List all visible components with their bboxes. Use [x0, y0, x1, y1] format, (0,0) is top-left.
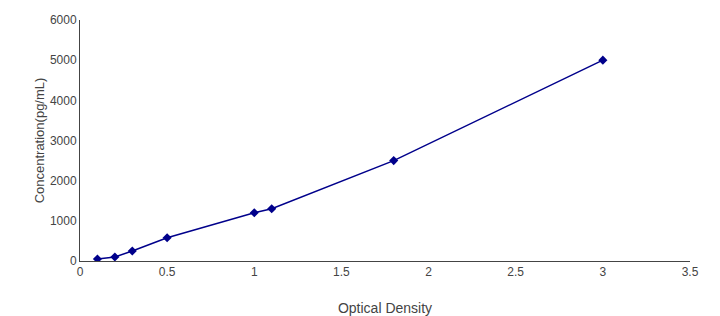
svg-text:Concentration(pg/mL): Concentration(pg/mL) [32, 78, 47, 204]
svg-text:3000: 3000 [50, 134, 77, 148]
svg-text:2.5: 2.5 [507, 265, 524, 279]
svg-text:1.5: 1.5 [333, 265, 350, 279]
svg-text:3.5: 3.5 [682, 265, 699, 279]
svg-text:2000: 2000 [50, 174, 77, 188]
svg-text:6000: 6000 [50, 13, 77, 27]
svg-text:Optical Density: Optical Density [338, 300, 432, 316]
svg-text:0: 0 [77, 265, 84, 279]
svg-text:0: 0 [70, 254, 77, 268]
svg-text:4000: 4000 [50, 94, 77, 108]
svg-text:0.5: 0.5 [159, 265, 176, 279]
svg-text:2: 2 [425, 265, 432, 279]
svg-text:5000: 5000 [50, 53, 77, 67]
svg-text:1: 1 [251, 265, 258, 279]
svg-text:1000: 1000 [50, 214, 77, 228]
svg-text:3: 3 [600, 265, 607, 279]
